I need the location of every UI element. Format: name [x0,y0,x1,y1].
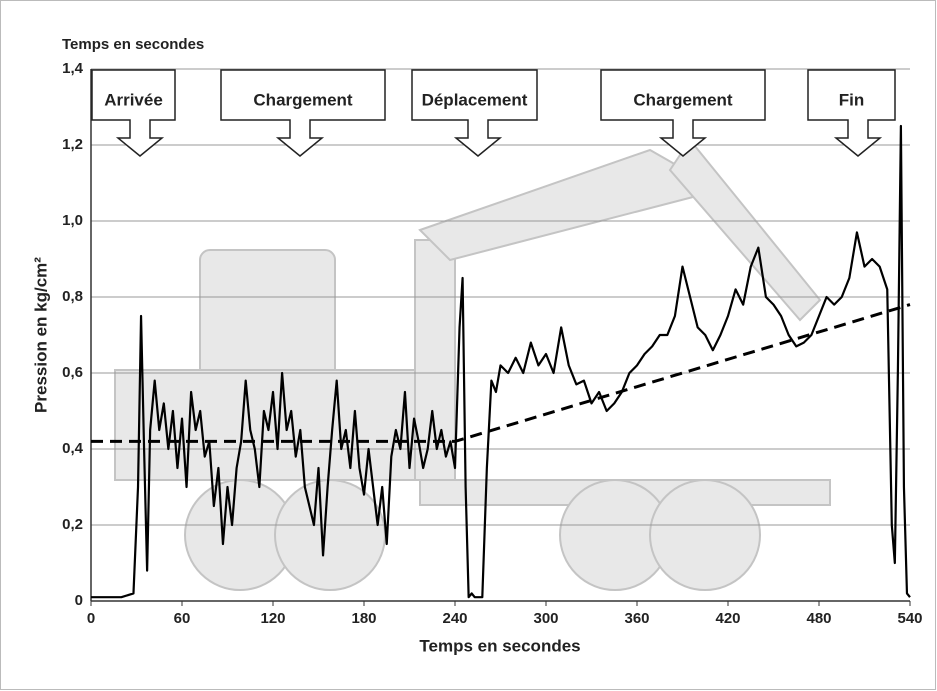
trend-line [91,303,911,443]
callout [411,69,538,157]
y-tick-label: 1,0 [62,212,83,229]
annotation: Déplacement [422,90,528,109]
y-axis-label: Pression en kg/cm² [31,257,50,413]
y-tick-label: 0 [75,592,83,609]
x-tick-label: 180 [351,610,376,627]
annotation: Chargement [253,90,353,109]
x-tick-label: 300 [533,610,558,627]
y-tick-label: 1,2 [62,136,83,153]
x-tick-label: 240 [442,610,467,627]
callout [807,69,896,157]
y-tick-label: 1,4 [62,60,84,77]
x-tick-label: 360 [624,610,649,627]
x-tick-label: 420 [715,610,740,627]
x-tick-label: 0 [87,610,95,627]
callout [600,69,766,157]
callout [220,69,386,157]
y-tick-label: 0,4 [62,440,84,457]
machine-illustration [114,138,831,591]
pressure-line [91,124,911,599]
annotation: Fin [839,90,865,109]
annotation: Arrivée [104,90,163,109]
x-tick-label: 120 [260,610,285,627]
y-tick-label: 0,6 [62,364,83,381]
x-axis-label: Temps en secondes [419,636,580,655]
y-tick-label: 0,8 [62,288,83,305]
x-tick-label: 60 [174,610,191,627]
y-tick-label: 0,2 [62,516,83,533]
annotation: Chargement [633,90,733,109]
x-tick-label: 480 [806,610,831,627]
callout [91,69,176,157]
chart-title: Temps en secondes [62,36,204,53]
x-tick-label: 540 [897,610,922,627]
